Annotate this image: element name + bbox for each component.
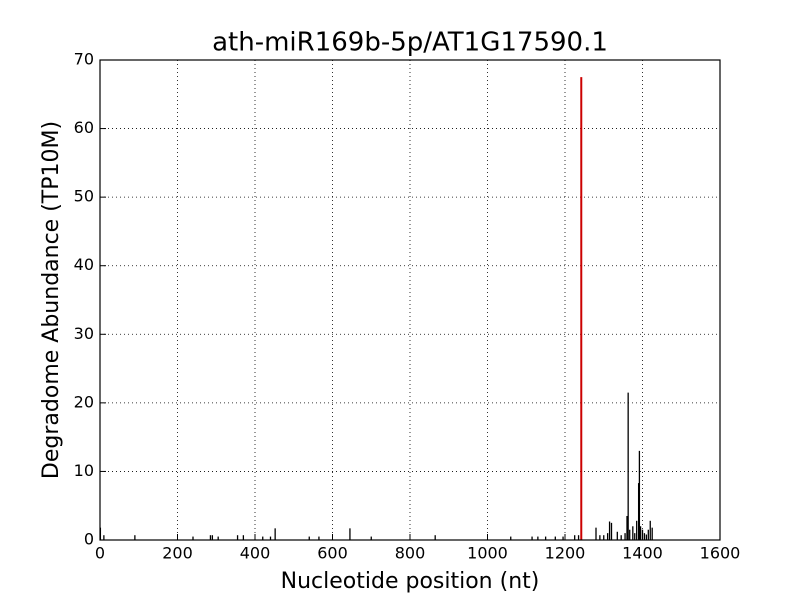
x-tick-label: 400	[240, 544, 271, 563]
y-tick-label: 70	[74, 50, 94, 69]
y-tick-label: 30	[74, 324, 94, 343]
y-tick-label: 20	[74, 392, 94, 411]
y-tick-label: 0	[84, 530, 94, 549]
x-tick-label: 1600	[700, 544, 741, 563]
x-tick-label: 1400	[622, 544, 663, 563]
y-tick-label: 10	[74, 461, 94, 480]
x-tick-label: 1200	[545, 544, 586, 563]
x-tick-label: 0	[95, 544, 105, 563]
x-tick-label: 1000	[467, 544, 508, 563]
plot-frame	[99, 59, 721, 541]
x-tick-label: 600	[317, 544, 348, 563]
chart-title: ath-miR169b-5p/AT1G17590.1	[212, 28, 608, 58]
y-tick-label: 40	[74, 255, 94, 274]
x-axis-label: Nucleotide position (nt)	[281, 569, 540, 594]
y-tick-label: 60	[74, 118, 94, 137]
x-tick-label: 800	[395, 544, 426, 563]
y-tick-label: 50	[74, 187, 94, 206]
y-axis-label: Degradome Abundance (TP10M)	[39, 121, 64, 479]
x-tick-label: 200	[162, 544, 193, 563]
